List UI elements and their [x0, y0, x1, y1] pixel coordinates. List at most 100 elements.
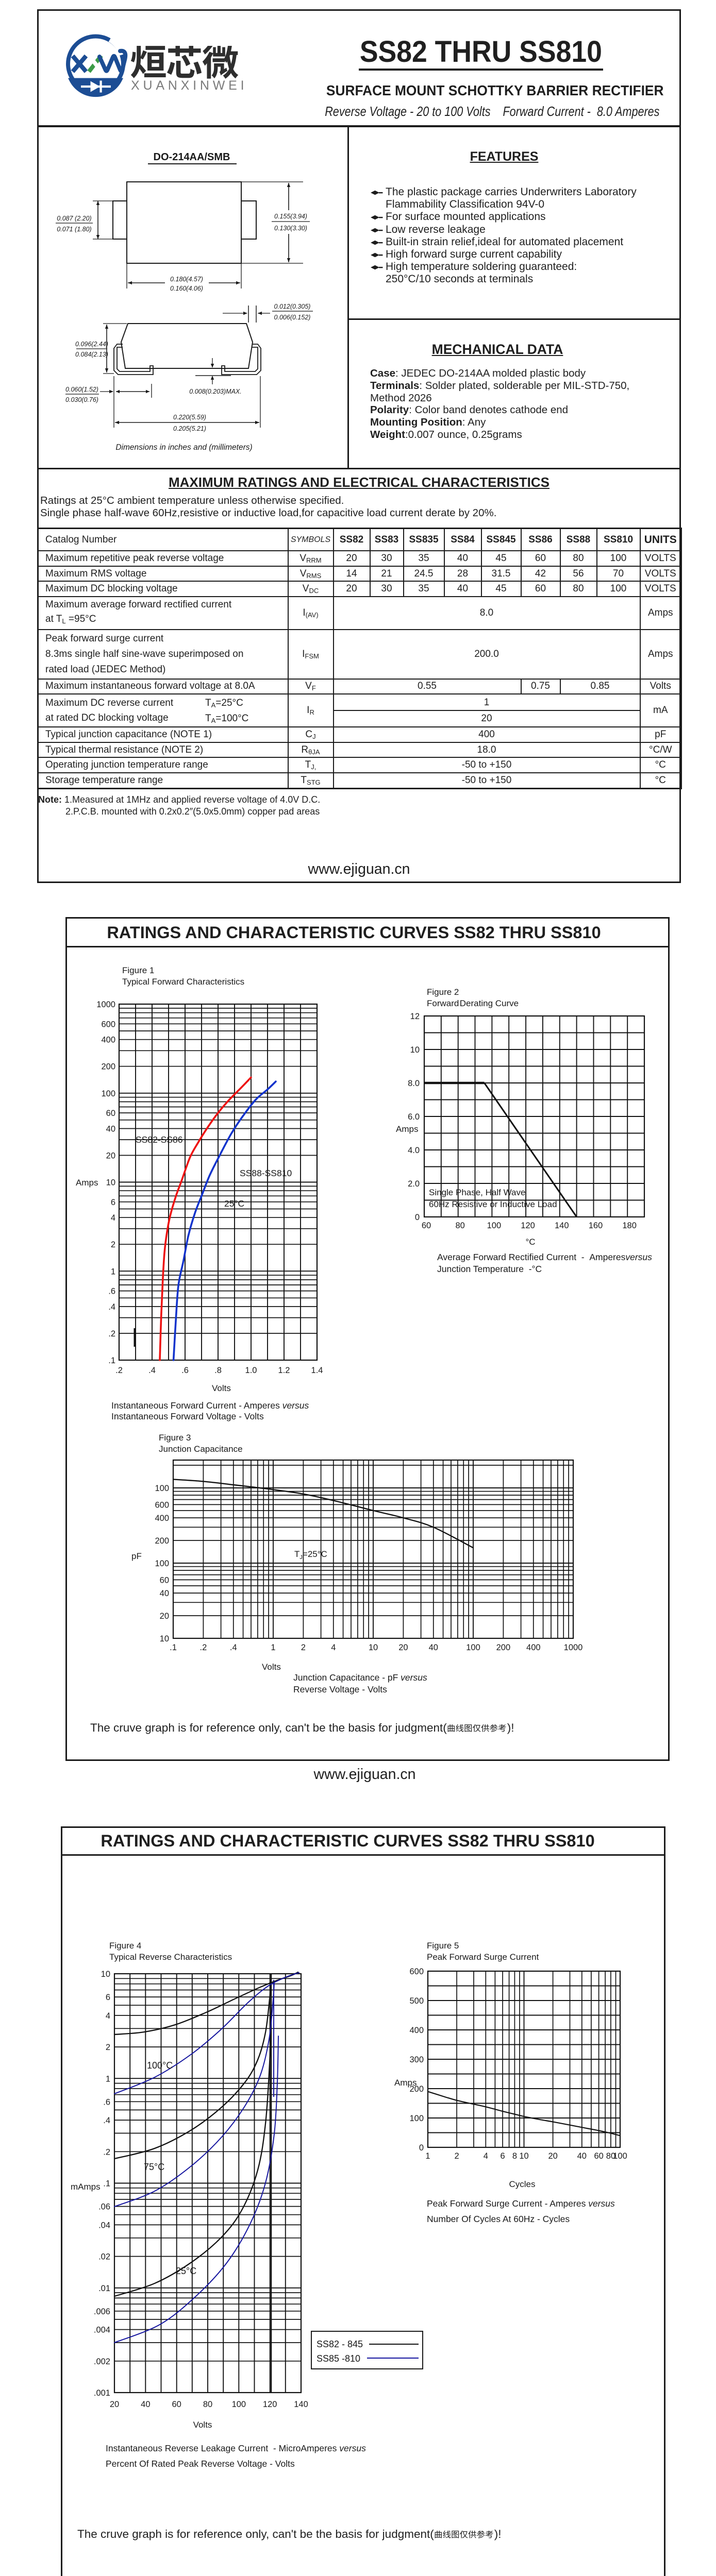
svg-text:0.030(0.76): 0.030(0.76): [65, 396, 98, 403]
svg-text:400: 400: [526, 1643, 541, 1652]
svg-text:1: 1: [425, 2151, 430, 2161]
svg-text:0.160(4.06): 0.160(4.06): [170, 285, 203, 292]
svg-text:TJ=25°C: TJ=25°C: [294, 1549, 327, 1561]
svg-text:10: 10: [160, 1634, 169, 1643]
svg-text:.6: .6: [108, 1287, 115, 1296]
svg-text:Instantaneous Reverse Leakage: Instantaneous Reverse Leakage Current - …: [106, 2443, 366, 2453]
svg-text:Cycles: Cycles: [509, 2179, 535, 2189]
svg-text:0.060(1.52): 0.060(1.52): [65, 386, 98, 393]
svg-text:40: 40: [160, 1589, 169, 1598]
svg-text:500: 500: [409, 1996, 424, 2006]
svg-text:0: 0: [419, 2143, 424, 2153]
svg-text:Amps: Amps: [394, 2078, 417, 2088]
svg-text:Figure 1: Figure 1: [122, 965, 154, 975]
svg-text:.004: .004: [94, 2326, 110, 2335]
svg-text:0.180(4.57): 0.180(4.57): [170, 276, 203, 283]
svg-text:40: 40: [141, 2400, 150, 2409]
svg-text:80: 80: [456, 1221, 465, 1230]
svg-text:120: 120: [521, 1221, 535, 1230]
svg-text:60: 60: [172, 2400, 181, 2409]
svg-text:4: 4: [106, 2011, 110, 2021]
svg-text:6: 6: [111, 1198, 115, 1207]
svg-text:Instantaneous Forward Current: Instantaneous Forward Current - Amperes …: [111, 1400, 309, 1411]
svg-text:.002: .002: [94, 2357, 110, 2366]
svg-text:600: 600: [101, 1020, 115, 1029]
svg-text:Junction Capacitance: Junction Capacitance: [159, 1444, 243, 1454]
svg-text:mAmps: mAmps: [71, 2182, 101, 2192]
svg-text:60: 60: [422, 1221, 431, 1230]
svg-text:40: 40: [429, 1643, 438, 1652]
svg-text:6: 6: [501, 2151, 505, 2161]
svg-text:100: 100: [155, 1559, 169, 1568]
svg-text:.1: .1: [103, 2179, 110, 2189]
svg-text:4: 4: [484, 2151, 488, 2161]
svg-text:0.012(0.305): 0.012(0.305): [274, 303, 311, 310]
svg-text:0.071 (1.80): 0.071 (1.80): [57, 226, 91, 233]
svg-text:2: 2: [106, 2043, 110, 2052]
svg-text:300: 300: [409, 2055, 424, 2064]
svg-text:1000: 1000: [564, 1643, 583, 1652]
svg-text:200: 200: [496, 1643, 511, 1652]
svg-text:.2: .2: [103, 2147, 110, 2157]
svg-text:Figure 2: Figure 2: [427, 987, 459, 997]
svg-text:.4: .4: [103, 2116, 110, 2125]
svg-text:Number Of Cycles At 60Hz - Cyc: Number Of Cycles At 60Hz - Cycles: [427, 2214, 570, 2224]
svg-text:4: 4: [331, 1643, 336, 1652]
svg-text:Single Phase, Half Wave: Single Phase, Half Wave: [429, 1188, 525, 1197]
svg-text:0.008(0.203)MAX.: 0.008(0.203)MAX.: [189, 388, 241, 395]
svg-text:SS82 - 845: SS82 - 845: [317, 2339, 363, 2349]
svg-text:140: 140: [555, 1221, 569, 1230]
svg-text:180: 180: [622, 1221, 637, 1230]
svg-text:600: 600: [409, 1967, 424, 1976]
svg-text:SS82-SS86: SS82-SS86: [136, 1134, 182, 1145]
svg-text:DO-214AA/SMB: DO-214AA/SMB: [154, 151, 230, 163]
svg-text:pF: pF: [131, 1551, 142, 1561]
svg-text:100: 100: [487, 1221, 502, 1230]
svg-text:Forward Derating Curve: Forward Derating Curve: [427, 998, 519, 1008]
svg-text:160: 160: [589, 1221, 603, 1230]
svg-text:60: 60: [594, 2151, 603, 2161]
svg-text:.06: .06: [98, 2202, 110, 2212]
svg-text:6.0: 6.0: [408, 1112, 420, 1122]
svg-text:2: 2: [301, 1643, 306, 1652]
svg-text:60: 60: [160, 1575, 169, 1585]
svg-text:4: 4: [111, 1213, 115, 1223]
svg-text:.01: .01: [98, 2284, 110, 2293]
svg-text:Average Forward Rectified Curr: Average Forward Rectified Current - Ampe…: [437, 1252, 652, 1262]
svg-text:1.0: 1.0: [245, 1366, 257, 1375]
svg-text:Typical Forward Characteristic: Typical Forward Characteristics: [122, 977, 244, 987]
svg-text:.6: .6: [181, 1366, 189, 1375]
svg-text:2: 2: [455, 2151, 459, 2161]
svg-text:12: 12: [410, 1012, 420, 1021]
svg-text:Percent Of Rated Peak Reverse: Percent Of Rated Peak Reverse Voltage - …: [106, 2459, 295, 2469]
svg-text:Volts: Volts: [193, 2420, 212, 2430]
svg-text:.4: .4: [230, 1643, 237, 1652]
svg-text:.2: .2: [115, 1366, 123, 1375]
svg-text:.4: .4: [148, 1366, 156, 1375]
svg-text:100°C: 100°C: [147, 2060, 173, 2071]
svg-text:Figure 3: Figure 3: [159, 1433, 191, 1443]
svg-text:.8: .8: [214, 1366, 222, 1375]
svg-text:10: 10: [519, 2151, 528, 2161]
svg-text:Instantaneous Forward Voltage: Instantaneous Forward Voltage - Volts: [111, 1411, 264, 1421]
svg-text:Dimensions in inches and (mill: Dimensions in inches and (millimeters): [115, 443, 252, 452]
svg-text:0: 0: [415, 1213, 420, 1222]
svg-text:100: 100: [466, 1643, 480, 1652]
svg-text:1000: 1000: [96, 1000, 115, 1009]
svg-text:0.087 (2.20): 0.087 (2.20): [57, 215, 91, 222]
svg-text:400: 400: [101, 1036, 115, 1045]
svg-text:100: 100: [232, 2400, 246, 2409]
svg-text:1: 1: [106, 2074, 110, 2083]
svg-text:20: 20: [548, 2151, 557, 2161]
svg-text:8: 8: [512, 2151, 517, 2161]
svg-text:25°C: 25°C: [176, 2266, 196, 2276]
svg-text:10: 10: [106, 1178, 115, 1188]
svg-text:Amps: Amps: [76, 1178, 98, 1188]
svg-text:SS88-SS810: SS88-SS810: [240, 1168, 292, 1178]
svg-text:Junction Temperature -°C: Junction Temperature -°C: [437, 1264, 542, 1274]
svg-text:100: 100: [155, 1484, 169, 1493]
svg-text:8.0: 8.0: [408, 1079, 420, 1088]
svg-text:.001: .001: [94, 2388, 110, 2398]
svg-text:.02: .02: [98, 2252, 110, 2262]
svg-text:400: 400: [155, 1514, 169, 1523]
